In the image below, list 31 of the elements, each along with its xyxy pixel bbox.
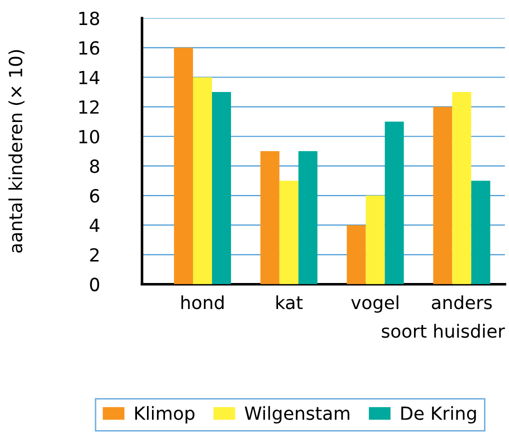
legend-label: De Kring xyxy=(401,406,476,424)
y-tick-label: 6 xyxy=(90,188,100,203)
y-tick-label: 4 xyxy=(90,218,100,232)
x-axis-title: soort huisdier xyxy=(382,324,505,338)
y-tick-label: 12 xyxy=(79,100,99,114)
bar xyxy=(384,122,404,284)
bar xyxy=(174,48,193,284)
y-tick-label: 8 xyxy=(90,159,100,174)
y-tick-label: 0 xyxy=(90,278,100,292)
y-tick-label: 10 xyxy=(79,130,100,144)
bar xyxy=(452,92,472,284)
bar xyxy=(346,225,366,284)
y-tick-label: 16 xyxy=(79,41,100,55)
y-tick-label: 2 xyxy=(90,248,99,262)
x-tick-label: hond xyxy=(181,295,224,310)
legend-label: Klimop xyxy=(135,406,194,424)
bar xyxy=(260,151,280,284)
x-tick-label: anders xyxy=(432,295,492,310)
legend-label: Wilgenstam xyxy=(244,406,350,424)
bar xyxy=(298,151,318,284)
y-tick-label: 14 xyxy=(79,70,100,84)
bar xyxy=(212,92,232,284)
bar xyxy=(192,77,212,284)
x-tick-label: kat xyxy=(276,295,303,310)
x-tick-label: vogel xyxy=(351,295,398,313)
bar xyxy=(471,180,490,284)
y-tick-label: 18 xyxy=(79,12,100,26)
bar xyxy=(366,196,385,284)
bar xyxy=(279,180,298,284)
bar xyxy=(433,106,452,284)
y-axis-title: aantal kinderen (× 10) xyxy=(8,50,25,253)
